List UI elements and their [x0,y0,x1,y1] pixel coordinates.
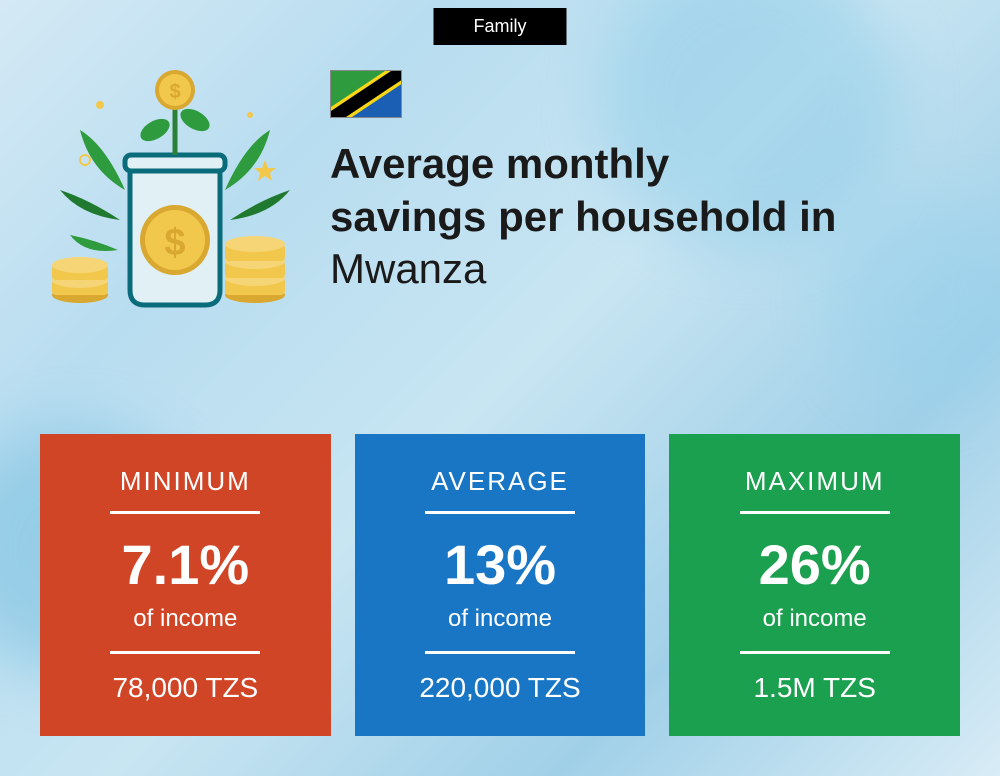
card-subtext: of income [448,605,552,633]
card-amount: 78,000 TZS [112,672,258,704]
tanzania-flag-icon [330,70,402,118]
page-title: Average monthly savings per household in… [330,138,960,296]
card-percent: 26% [759,532,871,597]
stat-card-minimum: MINIMUM 7.1% of income 78,000 TZS [40,434,331,736]
divider [740,651,890,654]
card-subtext: of income [133,605,237,633]
title-location: Mwanza [330,245,486,292]
card-percent: 7.1% [122,532,250,597]
svg-text:$: $ [169,81,180,103]
card-subtext: of income [763,605,867,633]
card-percent: 13% [444,532,556,597]
header-content: Average monthly savings per household in… [330,70,960,296]
category-badge: Family [434,8,567,45]
divider [110,511,260,514]
stat-card-maximum: MAXIMUM 26% of income 1.5M TZS [669,434,960,736]
card-amount: 220,000 TZS [419,672,580,704]
card-amount: 1.5M TZS [753,672,875,704]
divider [425,511,575,514]
card-label: MAXIMUM [745,466,885,497]
savings-illustration: $ $ [40,60,300,320]
card-label: AVERAGE [431,466,569,497]
divider [740,511,890,514]
title-line-1: Average monthly [330,140,669,187]
divider [110,651,260,654]
card-label: MINIMUM [120,466,251,497]
title-line-2: savings per household in [330,193,836,240]
divider [425,651,575,654]
svg-text:$: $ [164,222,185,264]
stat-card-average: AVERAGE 13% of income 220,000 TZS [355,434,646,736]
stat-cards-row: MINIMUM 7.1% of income 78,000 TZS AVERAG… [40,434,960,736]
